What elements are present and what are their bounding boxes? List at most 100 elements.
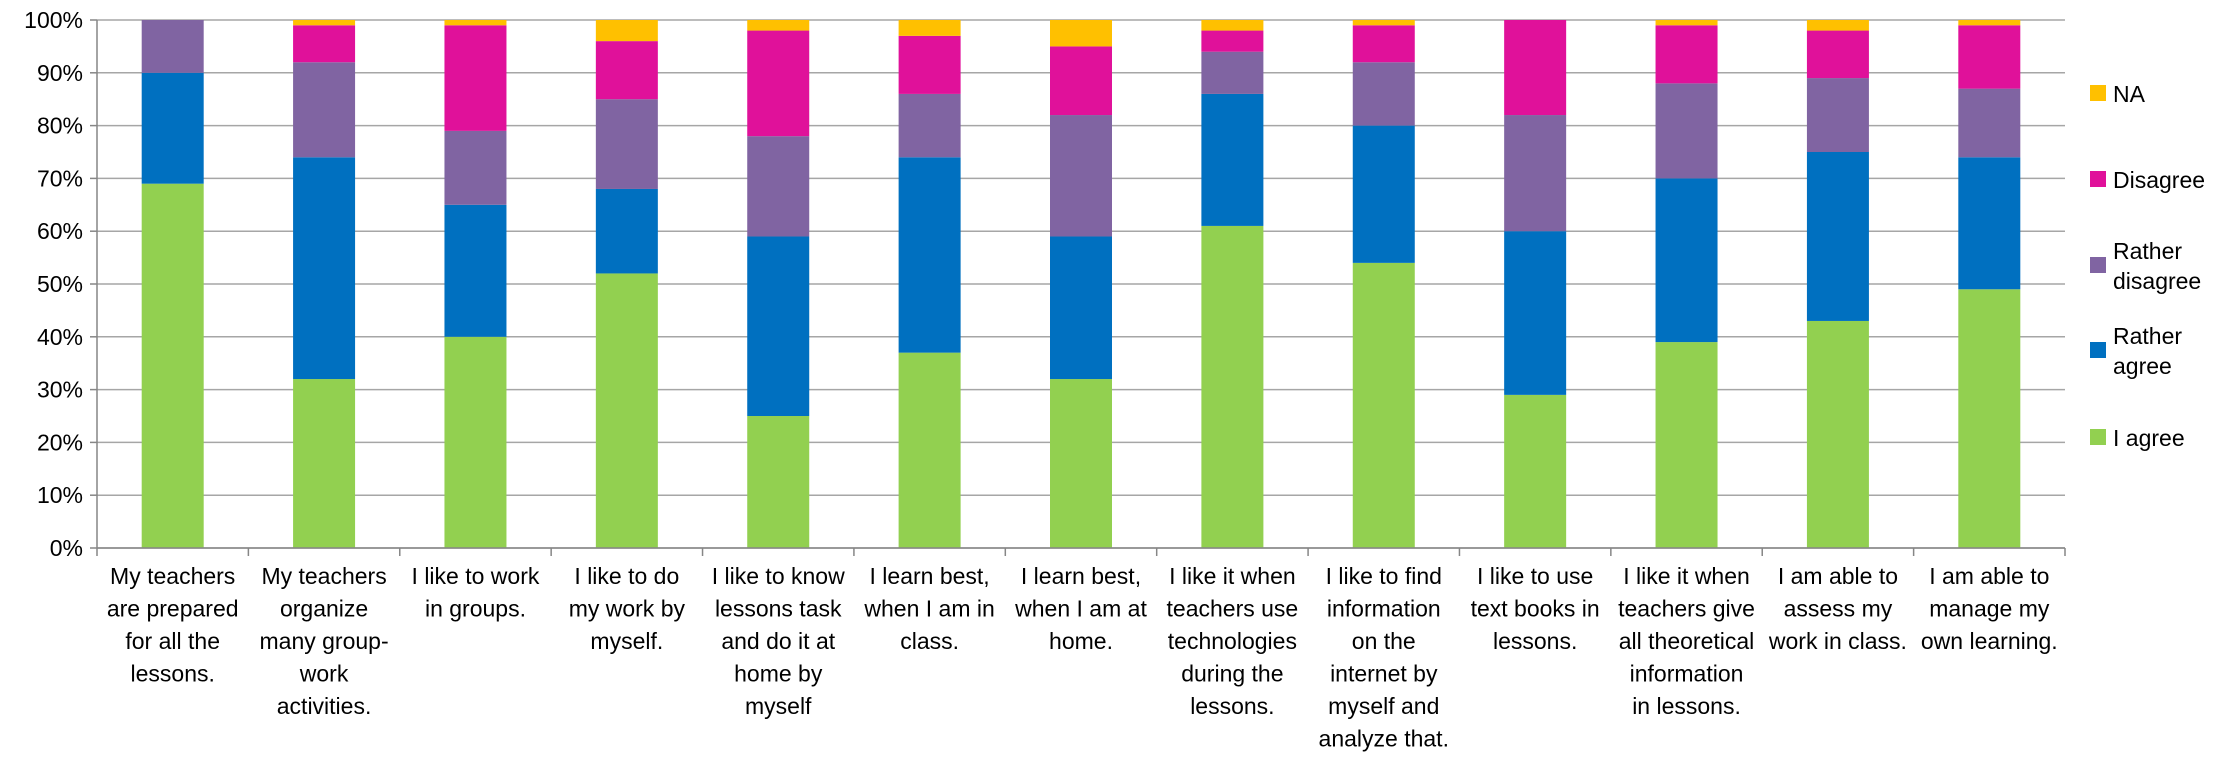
bar-segment-rather-agree (1958, 157, 2021, 290)
bar-segment-disagree (898, 35, 961, 94)
bar-stack (1050, 20, 1112, 548)
bar-segment-rather-disagree (1504, 115, 1567, 232)
bar-segment-i-agree (595, 273, 658, 548)
bar-stack (444, 20, 507, 548)
bar-segment-na (898, 20, 961, 36)
x-tick-label-line: activities. (277, 693, 372, 719)
x-tick-label-line: My teachers (110, 563, 235, 589)
bar-segment-na (1201, 20, 1264, 31)
x-tick-label-line: home. (1049, 628, 1113, 654)
bar-segment-rather-agree (293, 157, 356, 380)
y-tick-label: 10% (37, 482, 83, 508)
y-tick-label: 30% (37, 377, 83, 403)
legend-label: I agree (2113, 425, 2185, 451)
bar-segment-rather-disagree (595, 99, 658, 189)
y-tick-label: 80% (37, 113, 83, 139)
x-tick-label-line: and do it at (721, 628, 835, 654)
bar-segment-na (595, 20, 658, 42)
x-tick-label-line: teachers give (1618, 596, 1755, 622)
legend-item-rather-disagree: Rather disagree (2090, 238, 2201, 294)
bar-segment-disagree (1352, 25, 1415, 63)
x-tick-label: I am able to manage my own learning. (1921, 563, 2058, 654)
bar-segment-i-agree (747, 416, 810, 548)
x-tick-label: I like to do my work by myself. (569, 563, 686, 654)
x-tick-label-line: in groups. (425, 596, 526, 622)
x-tick-label-line: I like to know (712, 563, 845, 589)
x-tick-label-line: lessons task (715, 596, 842, 622)
x-tick-label-line: I like it when (1169, 563, 1296, 589)
bar-segment-disagree (293, 25, 356, 63)
y-axis-ticks: 0% 10% 20% 30% 40% 50% 60% 70% 80% 90% 100% (24, 7, 83, 561)
x-tick-label-line: for all the (125, 628, 220, 654)
bar-segment-na (1655, 20, 1718, 26)
bar-segment-rather-disagree (293, 62, 356, 158)
bar-stack (595, 20, 658, 548)
x-tick-label-line: work (299, 661, 349, 687)
legend-label-line: agree (2113, 353, 2172, 379)
bar-segment-disagree (595, 41, 658, 100)
bars (141, 20, 2021, 549)
y-tick-label: 100% (24, 7, 83, 33)
bar-segment-disagree (1655, 25, 1718, 84)
x-tick-label: I like it when teachers use technologies du… (1167, 563, 1299, 719)
bar-segment-rather-disagree (141, 20, 204, 73)
y-tick-label: 50% (37, 271, 83, 297)
bar-segment-i-agree (1504, 394, 1567, 548)
x-tick-label-line: myself. (590, 628, 663, 654)
y-tick-label: 0% (50, 535, 83, 561)
legend-item-i-agree: I agree (2090, 425, 2185, 451)
y-tick-label: 20% (37, 429, 83, 455)
legend-swatch (2090, 257, 2106, 273)
bar-segment-disagree (444, 25, 507, 131)
x-tick-label-line: I am able to (1929, 563, 2049, 589)
bar-segment-rather-agree (1352, 125, 1415, 263)
bar-segment-i-agree (444, 336, 507, 548)
bar-segment-rather-agree (747, 236, 810, 416)
bar-segment-i-agree (1958, 289, 2021, 548)
x-tick-label-line: myself and (1328, 693, 1439, 719)
bar-segment-rather-agree (1504, 231, 1567, 395)
x-tick-label-line: I like to work (412, 563, 540, 589)
bar-segment-rather-agree (1806, 152, 1869, 321)
x-tick-label-line: on the (1352, 628, 1416, 654)
bar-segment-i-agree (141, 183, 204, 548)
legend-label: NA (2113, 81, 2146, 107)
bar-segment-rather-disagree (1958, 88, 2021, 158)
legend-label-line: I agree (2113, 425, 2185, 451)
bar-segment-i-agree (1655, 342, 1718, 548)
bar-segment-na (1958, 20, 2021, 26)
bar-segment-rather-disagree (1352, 62, 1415, 126)
bar-segment-rather-agree (1201, 93, 1264, 226)
x-tick-label: I like to use text books in lessons. (1471, 563, 1600, 654)
legend-label: Disagree (2113, 167, 2205, 193)
x-tick-label-line: assess my (1784, 596, 1893, 622)
y-tick-label: 40% (37, 324, 83, 350)
x-tick-label-line: when I am at (1014, 596, 1147, 622)
x-tick-label: I am able to assess my work in class. (1768, 563, 1907, 654)
legend-label-line: disagree (2113, 268, 2201, 294)
bar-segment-i-agree (293, 379, 356, 548)
bar-segment-i-agree (1201, 225, 1264, 549)
x-tick-label: I learn best, when I am at home. (1014, 563, 1147, 654)
bar-segment-disagree (1050, 46, 1112, 116)
bar-stack (1655, 20, 1718, 548)
x-tick-label-line: during the (1181, 661, 1283, 687)
bar-segment-rather-disagree (1806, 78, 1869, 152)
x-tick-label-line: own learning. (1921, 628, 2058, 654)
x-tick-label-line: I like it when (1623, 563, 1750, 589)
bar-segment-rather-agree (141, 72, 204, 184)
x-tick-label-line: manage my (1929, 596, 2050, 622)
x-tick-label-line: class. (900, 628, 959, 654)
bar-segment-na (1050, 20, 1112, 47)
bar-segment-na (1806, 20, 1869, 31)
bar-segment-rather-disagree (747, 136, 810, 237)
bar-segment-i-agree (1050, 379, 1112, 548)
legend-swatch (2090, 429, 2106, 445)
x-tick-label-line: My teachers (261, 563, 386, 589)
x-tick-label-line: I like to use (1477, 563, 1593, 589)
legend-label-line: Disagree (2113, 167, 2205, 193)
x-tick-label-line: home by (734, 661, 823, 687)
bar-segment-rather-disagree (1050, 115, 1112, 237)
y-tick-label: 70% (37, 165, 83, 191)
